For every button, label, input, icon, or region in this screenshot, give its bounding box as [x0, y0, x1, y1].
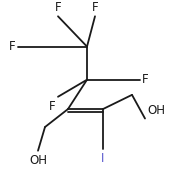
Text: I: I — [101, 152, 105, 165]
Text: OH: OH — [147, 104, 165, 117]
Text: OH: OH — [29, 153, 47, 166]
Text: F: F — [92, 1, 98, 14]
Text: F: F — [55, 1, 61, 14]
Text: F: F — [9, 40, 16, 53]
Text: F: F — [142, 73, 149, 86]
Text: F: F — [49, 100, 56, 113]
